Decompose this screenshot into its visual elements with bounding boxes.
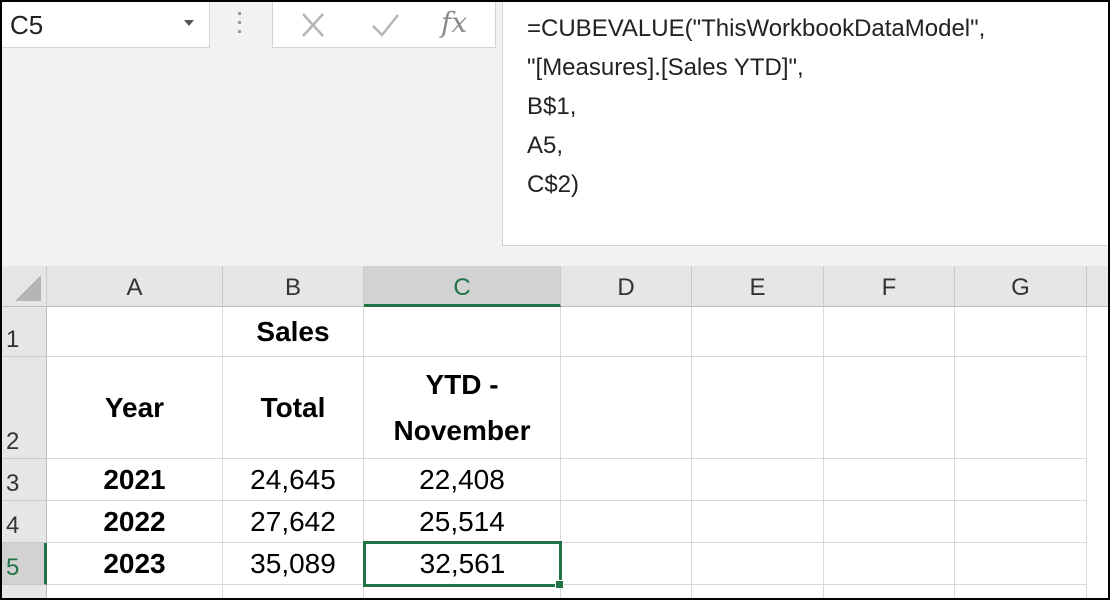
cell-b6[interactable] [223,585,364,598]
cell-d6[interactable] [561,585,692,598]
cell-c4[interactable]: 25,514 [364,501,561,543]
row-number: 3 [6,470,20,497]
cell-d5[interactable] [561,543,692,585]
cell-c2[interactable]: YTD - November [364,357,561,459]
cell-c6[interactable] [364,585,561,598]
formula-line: =CUBEVALUE("ThisWorkbookDataModel", [527,15,986,42]
cell-g6[interactable] [955,585,1087,598]
column-header-overflow[interactable] [1087,266,1108,307]
cell-a1[interactable] [47,307,223,357]
cell-e1[interactable] [692,307,824,357]
cancel-icon[interactable] [293,9,333,41]
column-header-a[interactable]: A [47,266,223,307]
cell-b4[interactable]: 27,642 [223,501,364,543]
name-box[interactable]: C5 [2,2,210,48]
cell-f6[interactable] [824,585,955,598]
row-header-5[interactable]: 5 [2,543,47,585]
cell-f3[interactable] [824,459,955,501]
formula-line: A5, [527,132,564,159]
row-number: 4 [6,512,20,539]
cell-g4[interactable] [955,501,1087,543]
row-header-1[interactable]: 1 [2,307,47,357]
cell-c2-line: YTD - [425,368,499,400]
cell-b1[interactable]: Sales [223,307,364,357]
row-header-6[interactable] [2,585,47,598]
formula-bar-resize-grip-icon[interactable] [233,12,245,40]
cell-a2[interactable]: Year [47,357,223,459]
formula-line: B$1, [527,93,577,120]
column-header-d[interactable]: D [561,266,692,307]
cell-a3[interactable]: 2021 [47,459,223,501]
row-number: 2 [6,428,20,455]
column-header-b[interactable]: B [223,266,364,307]
cell-e4[interactable] [692,501,824,543]
select-all-triangle-icon [15,275,41,301]
cell-e2[interactable] [692,357,824,459]
cell-c1[interactable] [364,307,561,357]
row-header-4[interactable]: 4 [2,501,47,543]
cell-g2[interactable] [955,357,1087,459]
row-number: 5 [6,554,20,581]
cell-b3[interactable]: 24,645 [223,459,364,501]
cell-a6[interactable] [47,585,223,598]
cell-a4[interactable]: 2022 [47,501,223,543]
column-header-g[interactable]: G [955,266,1087,307]
cell-a5[interactable]: 2023 [47,543,223,585]
cell-f2[interactable] [824,357,955,459]
formula-line: C$2) [527,171,580,198]
formula-bar-area: C5 fx =CUBEVALUE("ThisWorkbookDataModel"… [2,2,1108,266]
name-box-value: C5 [10,10,44,40]
cell-e6[interactable] [692,585,824,598]
row-header-2[interactable]: 2 [2,357,47,459]
insert-function-icon[interactable]: fx [441,6,468,39]
cell-e5[interactable] [692,543,824,585]
enter-checkmark-icon[interactable] [365,9,405,41]
cell-g1[interactable] [955,307,1087,357]
cell-c2-line: November [393,414,531,446]
row-header-3[interactable]: 3 [2,459,47,501]
cell-g5[interactable] [955,543,1087,585]
cell-e3[interactable] [692,459,824,501]
cell-b2[interactable]: Total [223,357,364,459]
formula-buttons: fx [272,2,496,48]
cell-f4[interactable] [824,501,955,543]
active-cell-c5[interactable]: 32,561 [363,541,562,587]
name-box-dropdown-icon[interactable] [184,20,194,26]
formula-input[interactable]: =CUBEVALUE("ThisWorkbookDataModel", "[Me… [502,2,1108,246]
column-header-c[interactable]: C [364,266,561,307]
cell-c3[interactable]: 22,408 [364,459,561,501]
cell-d1[interactable] [561,307,692,357]
formula-line: "[Measures].[Sales YTD]", [527,54,804,81]
row-number: 1 [6,326,20,353]
cell-f1[interactable] [824,307,955,357]
column-header-e[interactable]: E [692,266,824,307]
cell-f5[interactable] [824,543,955,585]
cell-d3[interactable] [561,459,692,501]
cell-d2[interactable] [561,357,692,459]
select-all-button[interactable] [2,266,47,307]
fill-handle[interactable] [555,580,564,589]
cell-d4[interactable] [561,501,692,543]
cell-g3[interactable] [955,459,1087,501]
column-header-f[interactable]: F [824,266,955,307]
worksheet-grid: A B C D E F G 1 2 3 4 5 Sales Year Total… [2,266,1108,598]
cell-b5[interactable]: 35,089 [223,543,364,585]
